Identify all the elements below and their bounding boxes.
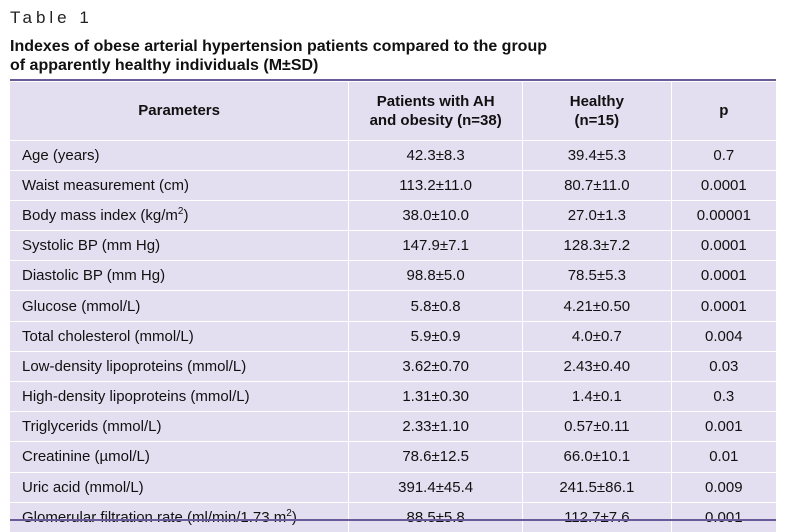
cell-parameter: Triglycerids (mmol/L) — [10, 412, 349, 442]
cell-healthy: 128.3±7.2 — [522, 230, 672, 261]
cell-parameter: Glucose (mmol/L) — [10, 291, 349, 321]
table-bottom-rule — [10, 519, 776, 521]
cell-parameter: Total cholesterol (mmol/L) — [10, 321, 349, 351]
cell-parameter: Low-density lipoproteins (mmol/L) — [10, 351, 349, 381]
cell-patients: 113.2±11.0 — [348, 170, 523, 201]
parameter-text: Total cholesterol (mmol/L) — [22, 327, 194, 345]
cell-p: 0.001 — [670, 502, 776, 532]
cell-parameter: Waist measurement (cm) — [10, 170, 349, 200]
parameter-superscript: 2 — [286, 507, 292, 519]
cell-p: 0.01 — [670, 441, 776, 473]
cell-parameter: Glomerular filtration rate (ml/min/1.73 … — [10, 502, 349, 532]
results-table: Parameters Patients with AH and obesity … — [10, 82, 776, 532]
cell-patients: 5.8±0.8 — [348, 290, 523, 322]
cell-p: 0.03 — [670, 351, 776, 382]
cell-healthy: 4.0±0.7 — [522, 321, 672, 352]
cell-parameter: Diastolic BP (mm Hg) — [10, 261, 349, 291]
cell-parameter: Body mass index (kg/m2) — [10, 200, 349, 230]
parameter-text: Low-density lipoproteins (mmol/L) — [22, 357, 247, 375]
cell-p: 0.3 — [670, 381, 776, 412]
table-row: Diastolic BP (mm Hg) 98.8±5.0 78.5±5.3 0.00… — [10, 260, 776, 291]
cell-parameter: Age (years) — [10, 140, 349, 170]
cell-patients: 1.31±0.30 — [348, 381, 523, 412]
cell-p: 0.0001 — [670, 170, 776, 201]
header-patients-line-2: and obesity (n=38) — [369, 111, 502, 129]
cell-parameter: Systolic BP (mm Hg) — [10, 231, 349, 261]
caption-line-1: Indexes of obese arterial hypertension p… — [10, 38, 547, 55]
parameter-text: Diastolic BP (mm Hg) — [22, 267, 166, 285]
cell-healthy: 4.21±0.50 — [522, 290, 672, 322]
parameter-text: Uric acid (mmol/L) — [22, 478, 144, 496]
table-row: Triglycerids (mmol/L) 2.33±1.10 0.57±0.11 0… — [10, 411, 776, 442]
table-body: Age (years) 42.3±8.3 39.4±5.3 0.7 Waist meas… — [10, 140, 776, 532]
header-healthy-line-2: (n=15) — [574, 111, 620, 129]
parameter-text: Waist measurement (cm) — [22, 176, 189, 194]
cell-parameter: High-density lipoproteins (mmol/L) — [10, 382, 349, 412]
cell-patients: 391.4±45.4 — [348, 472, 523, 503]
parameter-text: Creatinine (µmol/L) — [22, 448, 150, 466]
parameter-text: Glomerular filtration rate (ml/min/1.73 … — [22, 508, 287, 526]
table-top-rule — [10, 79, 776, 81]
parameter-superscript: 2 — [177, 205, 184, 217]
table-row: Systolic BP (mm Hg) 147.9±7.1 128.3±7.2 0.0… — [10, 230, 776, 261]
table-row: Creatinine (µmol/L) 78.6±12.5 66.0±10.1 0.0… — [10, 441, 776, 473]
cell-p: 0.0001 — [670, 290, 776, 322]
cell-p: 0.004 — [670, 321, 776, 352]
table-label: Table 1 — [10, 8, 93, 27]
cell-patients: 88.5±5.8 — [348, 502, 523, 532]
header-healthy: Healthy (n=15) — [522, 82, 672, 140]
table-row: Glucose (mmol/L) 5.8±0.8 4.21±0.50 0.0001 — [10, 290, 776, 322]
cell-parameter: Creatinine (µmol/L) — [10, 442, 349, 472]
cell-healthy: 0.57±0.11 — [522, 411, 672, 442]
parameter-text: Age (years) — [22, 146, 100, 164]
cell-healthy: 78.5±5.3 — [522, 260, 672, 291]
table-row: Glomerular filtration rate (ml/min/1.73 … — [10, 502, 776, 532]
cell-healthy: 39.4±5.3 — [522, 140, 672, 171]
cell-healthy: 66.0±10.1 — [522, 441, 672, 473]
cell-patients: 3.62±0.70 — [348, 351, 523, 382]
table-row: Total cholesterol (mmol/L) 5.9±0.9 4.0±0.7… — [10, 321, 776, 352]
parameter-text: Triglycerids (mmol/L) — [22, 418, 162, 436]
parameter-tail: ) — [291, 508, 297, 526]
table-header-row: Parameters Patients with AH and obesity … — [10, 82, 776, 140]
cell-healthy: 2.43±0.40 — [522, 351, 672, 382]
cell-p: 0.7 — [670, 140, 776, 171]
cell-p: 0.0001 — [670, 260, 776, 291]
cell-healthy: 1.4±0.1 — [522, 381, 672, 412]
caption-line-2: of apparently healthy individuals (M±SD) — [10, 57, 319, 74]
cell-parameter: Uric acid (mmol/L) — [10, 472, 349, 502]
table-row: Age (years) 42.3±8.3 39.4±5.3 0.7 — [10, 140, 776, 171]
cell-patients: 2.33±1.10 — [348, 411, 523, 442]
parameter-text: High-density lipoproteins (mmol/L) — [22, 388, 250, 406]
cell-healthy: 27.0±1.3 — [522, 200, 672, 231]
header-healthy-line-1: Healthy — [569, 92, 624, 110]
cell-patients: 5.9±0.9 — [348, 321, 523, 352]
cell-patients: 38.0±10.0 — [348, 200, 523, 231]
table-caption: Indexes of obese arterial hypertension p… — [10, 37, 770, 75]
header-p: p — [670, 82, 776, 140]
table-row: Low-density lipoproteins (mmol/L) 3.62±0.… — [10, 351, 776, 382]
cell-p: 0.0001 — [670, 230, 776, 261]
cell-p: 0.00001 — [670, 200, 776, 231]
parameter-text: Body mass index (kg/m — [22, 206, 178, 224]
parameter-text: Glucose (mmol/L) — [22, 297, 141, 315]
header-parameters: Parameters — [138, 102, 220, 120]
table-row: Uric acid (mmol/L) 391.4±45.4 241.5±86.1 0.… — [10, 472, 776, 503]
cell-patients: 78.6±12.5 — [348, 441, 523, 473]
header-patients: Patients with AH and obesity (n=38) — [348, 82, 523, 140]
table-row: High-density lipoproteins (mmol/L) 1.31±0… — [10, 381, 776, 412]
parameter-tail: ) — [183, 206, 189, 224]
cell-p: 0.001 — [670, 411, 776, 442]
table-row: Waist measurement (cm) 113.2±11.0 80.7±11.… — [10, 170, 776, 201]
header-patients-line-1: Patients with AH — [376, 92, 495, 110]
parameter-text: Systolic BP (mm Hg) — [22, 237, 161, 255]
cell-patients: 98.8±5.0 — [348, 260, 523, 291]
table-row: Body mass index (kg/m2) 38.0±10.0 27.0±1.3… — [10, 200, 776, 231]
cell-healthy: 112.7±7.6 — [522, 502, 672, 532]
cell-healthy: 241.5±86.1 — [522, 472, 672, 503]
cell-patients: 42.3±8.3 — [348, 140, 523, 171]
cell-healthy: 80.7±11.0 — [522, 170, 672, 201]
cell-p: 0.009 — [670, 472, 776, 503]
cell-patients: 147.9±7.1 — [348, 230, 523, 261]
